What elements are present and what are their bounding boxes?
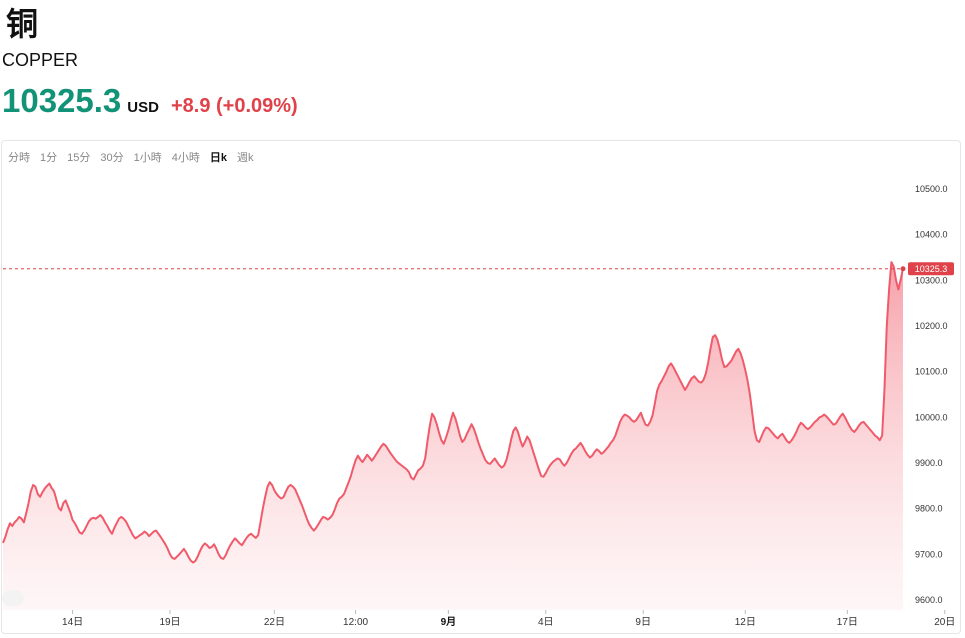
x-tick-label: 19日 — [159, 617, 180, 628]
tab-15min[interactable]: 15分 — [67, 152, 91, 164]
price-chart[interactable]: 9600.0 9700.0 9800.0 9900.0 10000.0 10100.0 10… — [0, 140, 962, 634]
y-axis: 9600.0 9700.0 9800.0 9900.0 10000.0 10100.0 10… — [908, 184, 954, 605]
tab-timeshare[interactable]: 分時 — [8, 152, 30, 164]
last-price-badge — [908, 262, 954, 276]
x-tick-label: 9月 — [441, 616, 457, 628]
chart-scroll-handle[interactable] — [2, 590, 24, 606]
y-tick-label: 9600.0 — [915, 595, 943, 605]
plot-area — [2, 261, 906, 610]
y-tick-label: 9700.0 — [915, 549, 943, 559]
x-tick-label: 22日 — [264, 617, 285, 628]
tab-daily[interactable]: 日k — [209, 152, 227, 164]
y-tick-label: 10400.0 — [915, 230, 948, 240]
x-tick-label: 9日 — [635, 617, 651, 628]
price-area — [3, 262, 903, 610]
last-price: 10325.3 — [2, 82, 122, 119]
x-tick-label: 17日 — [837, 617, 858, 628]
price-row: 10325.3 USD +8.9 (+0.09%) — [2, 82, 298, 122]
price-line — [2, 261, 904, 564]
tab-4hour[interactable]: 4小時 — [171, 152, 200, 164]
tab-weekly[interactable]: 週k — [237, 152, 254, 164]
last-price-marker — [900, 266, 906, 272]
y-tick-label: 10100.0 — [915, 367, 948, 377]
y-tick-label: 9800.0 — [915, 504, 943, 514]
price-change: +8.9 (+0.09%) — [170, 95, 298, 117]
x-tick-label: 20日 — [934, 617, 955, 628]
y-tick-label: 10300.0 — [915, 275, 948, 285]
timeframe-tabs: 分時 1分 15分 30分 1小時 4小時 日k 週k — [8, 151, 264, 165]
y-tick-label: 9900.0 — [915, 458, 943, 468]
tab-1min[interactable]: 1分 — [40, 152, 58, 164]
x-tick-label: 12:00 — [343, 617, 368, 628]
x-tick-label: 14日 — [62, 617, 83, 628]
y-tick-label: 10000.0 — [915, 412, 948, 422]
tab-30min[interactable]: 30分 — [100, 152, 124, 164]
currency-label: USD — [127, 99, 159, 116]
y-tick-label: 10200.0 — [915, 321, 948, 331]
y-tick-label: 10500.0 — [915, 184, 948, 194]
instrument-title: 铜 — [6, 6, 39, 42]
last-price-badge-label: 10325.3 — [915, 264, 948, 274]
tab-1hour[interactable]: 1小時 — [133, 152, 162, 164]
x-tick-label: 12日 — [735, 617, 756, 628]
x-tick-label: 4日 — [538, 617, 554, 628]
instrument-symbol: COPPER — [2, 50, 79, 70]
